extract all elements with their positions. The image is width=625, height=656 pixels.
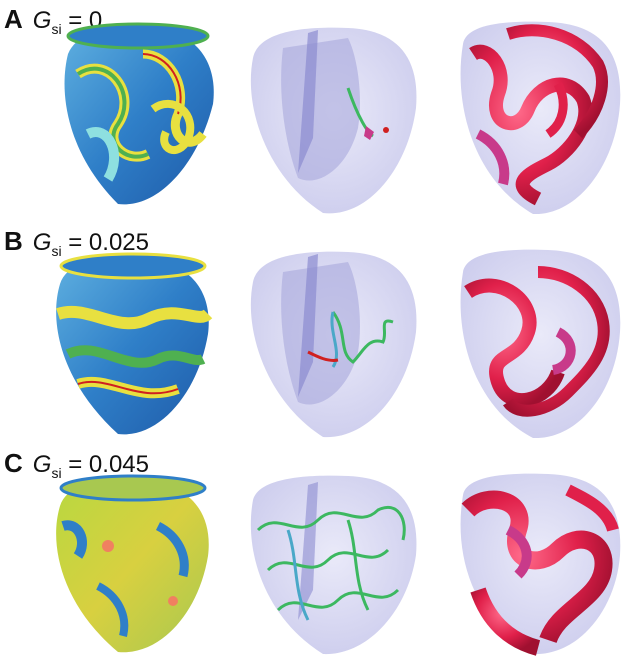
row-b-letter: B: [4, 226, 23, 256]
row-c: C Gsi = 0.045: [0, 444, 625, 656]
row-b-surface-map: [38, 244, 218, 440]
row-b-symbol: G: [32, 229, 52, 256]
row-b-subscript: si: [51, 242, 62, 259]
row-b-label: B Gsi = 0.025: [4, 226, 149, 259]
row-c-label: C Gsi = 0.045: [4, 448, 149, 481]
row-b: B Gsi = 0.025: [0, 222, 625, 440]
row-c-surface-map: [38, 466, 218, 656]
row-b-value: = 0.025: [68, 229, 149, 256]
row-c-symbol: G: [32, 451, 52, 478]
row-a-letter: A: [4, 4, 23, 34]
row-a-subscript: si: [51, 20, 62, 37]
row-a-wavefront-view: [448, 14, 623, 219]
row-a-symbol: G: [32, 7, 52, 34]
row-a: A Gsi = 0: [0, 0, 625, 218]
row-b-filament-view: [238, 242, 423, 440]
row-c-wavefront-view: [448, 470, 623, 656]
row-c-letter: C: [4, 448, 23, 478]
row-a-surface-map: [48, 14, 223, 214]
row-a-filament-view: [238, 18, 423, 218]
row-c-filament-view: [238, 470, 423, 656]
row-b-wavefront-view: [448, 242, 623, 440]
row-c-subscript: si: [51, 464, 62, 481]
row-c-value: = 0.045: [68, 451, 149, 478]
